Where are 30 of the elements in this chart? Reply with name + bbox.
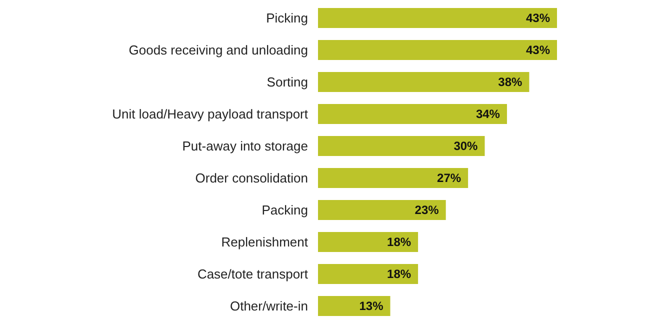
data-label: 34% (476, 107, 500, 121)
data-label: 13% (359, 299, 384, 313)
bar (318, 72, 530, 92)
y-tick-label: Replenishment (221, 234, 308, 250)
y-tick-label: Sorting (266, 74, 308, 90)
y-tick-label: Case/tote transport (197, 266, 308, 282)
data-label: 27% (437, 171, 462, 185)
y-tick-label: Other/write-in (230, 298, 308, 314)
bar (318, 104, 507, 124)
y-tick-label: Order consolidation (195, 170, 308, 186)
bar (318, 232, 418, 252)
bar (318, 40, 557, 60)
data-label: 43% (526, 43, 550, 57)
y-tick-label: Packing (262, 202, 308, 218)
bar (318, 168, 468, 188)
data-label: 18% (387, 267, 412, 281)
data-label: 30% (454, 139, 478, 153)
y-tick-label: Put-away into storage (182, 138, 308, 154)
data-label: 18% (387, 235, 412, 249)
data-label: 43% (526, 11, 550, 25)
bar (318, 136, 485, 156)
data-label: 23% (414, 203, 440, 217)
y-tick-label: Picking (266, 10, 308, 26)
y-tick-label: Goods receiving and unloading (128, 42, 308, 58)
bar (318, 8, 557, 28)
y-tick-label: Unit load/Heavy payload transport (112, 106, 308, 122)
bar (318, 264, 418, 284)
data-label: 38% (498, 75, 523, 89)
bar (318, 200, 446, 220)
bar (318, 296, 390, 316)
